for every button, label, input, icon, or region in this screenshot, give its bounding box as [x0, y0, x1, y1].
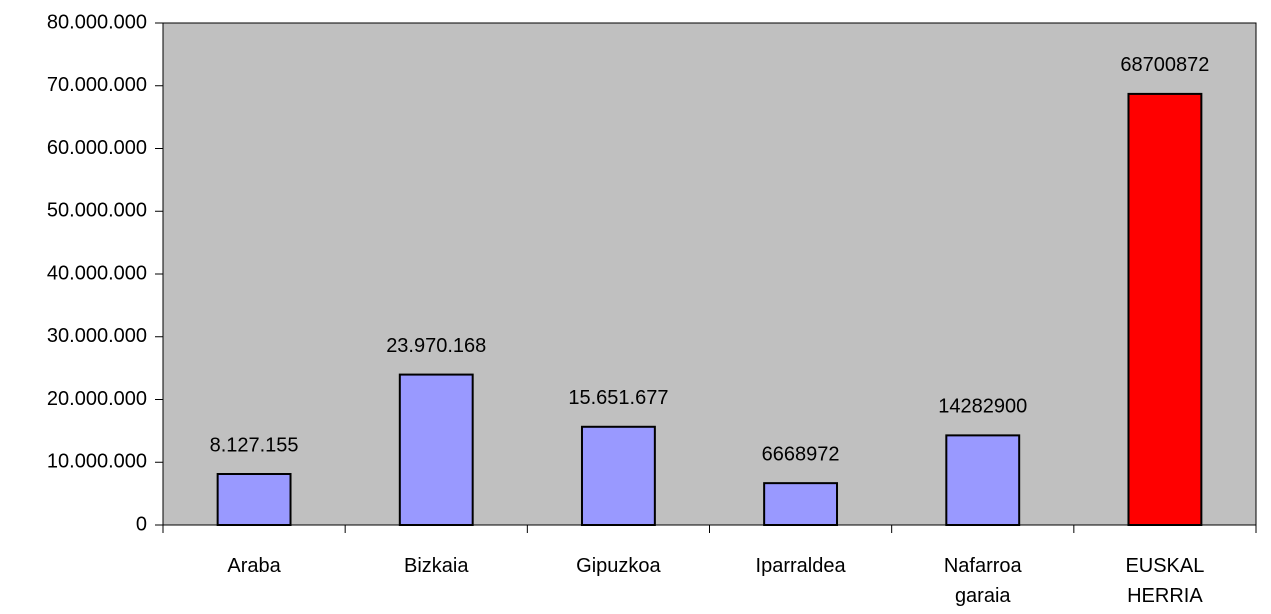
- value-label: 23.970.168: [386, 335, 486, 357]
- bar: [1127, 92, 1203, 526]
- value-label: 8.127.155: [210, 434, 299, 456]
- y-tick-label: 0: [136, 513, 147, 535]
- x-tick-label: Bizkaia: [404, 555, 469, 577]
- x-tick-label: Nafarroa garaia: [943, 555, 1022, 607]
- y-tick-label: 50.000.000: [47, 200, 147, 222]
- y-tick-label: 40.000.000: [47, 262, 147, 284]
- plot-area: [162, 22, 1257, 526]
- y-tick-label: 70.000.000: [47, 74, 147, 96]
- x-tick-label: EUSKAL HERRIA: [1125, 555, 1205, 607]
- x-tick-label: Araba: [227, 555, 281, 577]
- y-tick-label: 30.000.000: [47, 325, 147, 347]
- y-tick-label: 80.000.000: [47, 11, 147, 33]
- x-tick-label: Iparraldea: [755, 555, 846, 577]
- y-tick-label: 20.000.000: [47, 388, 147, 410]
- value-label: 14282900: [938, 396, 1027, 418]
- bar: [398, 373, 474, 526]
- x-tick-label: Gipuzkoa: [576, 555, 661, 577]
- value-label: 15.651.677: [568, 387, 668, 409]
- value-label: 6668972: [762, 443, 840, 465]
- bar: [216, 473, 292, 527]
- y-tick-label: 10.000.000: [47, 451, 147, 473]
- y-tick-label: 60.000.000: [47, 137, 147, 159]
- bar: [580, 425, 656, 527]
- bar: [763, 482, 839, 526]
- bar: [945, 434, 1021, 527]
- value-label: 68700872: [1120, 54, 1209, 76]
